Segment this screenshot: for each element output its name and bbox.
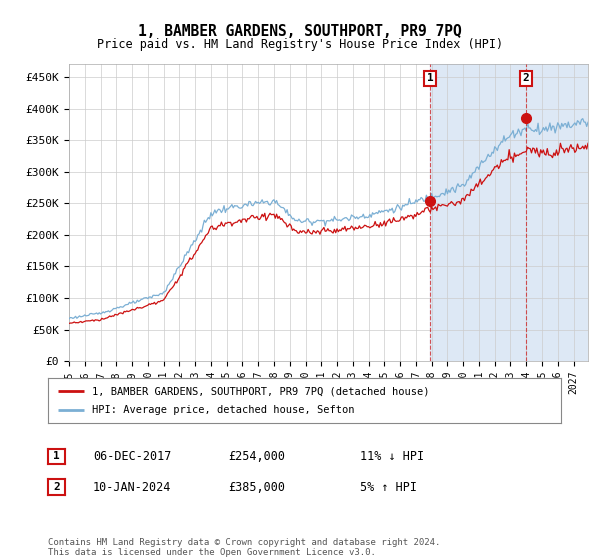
Text: Price paid vs. HM Land Registry's House Price Index (HPI): Price paid vs. HM Land Registry's House … [97, 38, 503, 51]
Text: 5% ↑ HPI: 5% ↑ HPI [360, 480, 417, 494]
Text: £254,000: £254,000 [228, 450, 285, 463]
Text: 2: 2 [53, 482, 60, 492]
Text: 10-JAN-2024: 10-JAN-2024 [93, 480, 172, 494]
Text: HPI: Average price, detached house, Sefton: HPI: Average price, detached house, Seft… [92, 405, 354, 416]
Text: 1, BAMBER GARDENS, SOUTHPORT, PR9 7PQ (detached house): 1, BAMBER GARDENS, SOUTHPORT, PR9 7PQ (d… [92, 386, 429, 396]
Bar [526, 64, 588, 361]
Text: 1: 1 [53, 451, 60, 461]
Text: 1, BAMBER GARDENS, SOUTHPORT, PR9 7PQ: 1, BAMBER GARDENS, SOUTHPORT, PR9 7PQ [138, 24, 462, 39]
Text: 06-DEC-2017: 06-DEC-2017 [93, 450, 172, 463]
Bar [430, 64, 526, 361]
Text: £385,000: £385,000 [228, 480, 285, 494]
Text: 1: 1 [427, 73, 434, 83]
Text: 2: 2 [523, 73, 530, 83]
Text: 11% ↓ HPI: 11% ↓ HPI [360, 450, 424, 463]
Text: Contains HM Land Registry data © Crown copyright and database right 2024.
This d: Contains HM Land Registry data © Crown c… [48, 538, 440, 557]
